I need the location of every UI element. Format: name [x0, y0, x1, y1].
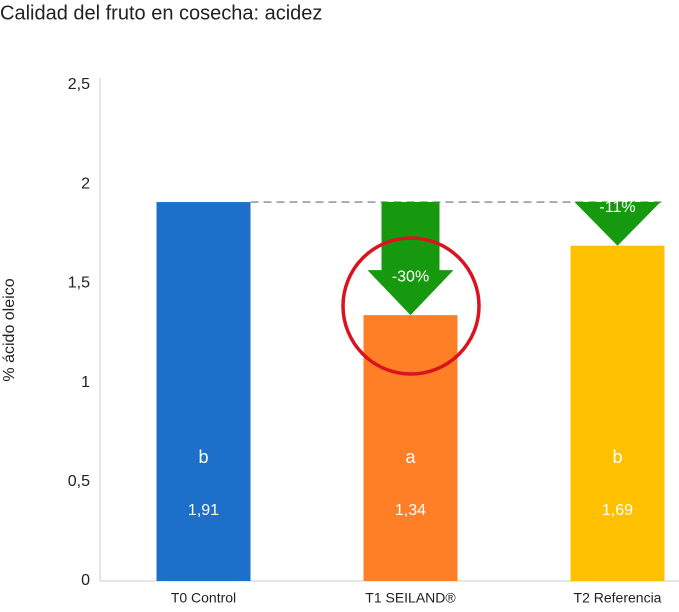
value-label: 1,34 — [395, 502, 426, 519]
y-tick-label: 0,5 — [68, 473, 90, 490]
significance-letter: a — [405, 447, 416, 467]
bar — [156, 202, 251, 581]
chart-title: Calidad del fruto en cosecha: acidez — [0, 2, 322, 24]
bar — [363, 315, 458, 581]
x-tick-label: T0 Control — [171, 590, 236, 606]
significance-letter: b — [198, 447, 208, 467]
bar — [570, 245, 665, 582]
highlight-circle — [341, 236, 481, 376]
value-label: 1,69 — [602, 502, 633, 519]
reduction-arrow — [574, 202, 661, 246]
y-tick-label: 0 — [81, 572, 90, 589]
y-axis-label: % ácido oleico — [1, 278, 18, 381]
x-tick-label: T2 Referencia — [574, 590, 662, 606]
reduction-label: -30% — [392, 268, 429, 285]
y-tick-label: 1,5 — [68, 275, 90, 292]
y-tick-label: 2,5 — [68, 76, 90, 93]
significance-letter: b — [612, 447, 622, 467]
y-tick-label: 1 — [81, 374, 90, 391]
reduction-arrow — [367, 202, 454, 316]
x-tick-label: T1 SEILAND® — [365, 590, 456, 606]
reduction-label: -11% — [599, 199, 635, 216]
y-tick-label: 2 — [81, 175, 90, 192]
value-label: 1,91 — [188, 502, 219, 519]
